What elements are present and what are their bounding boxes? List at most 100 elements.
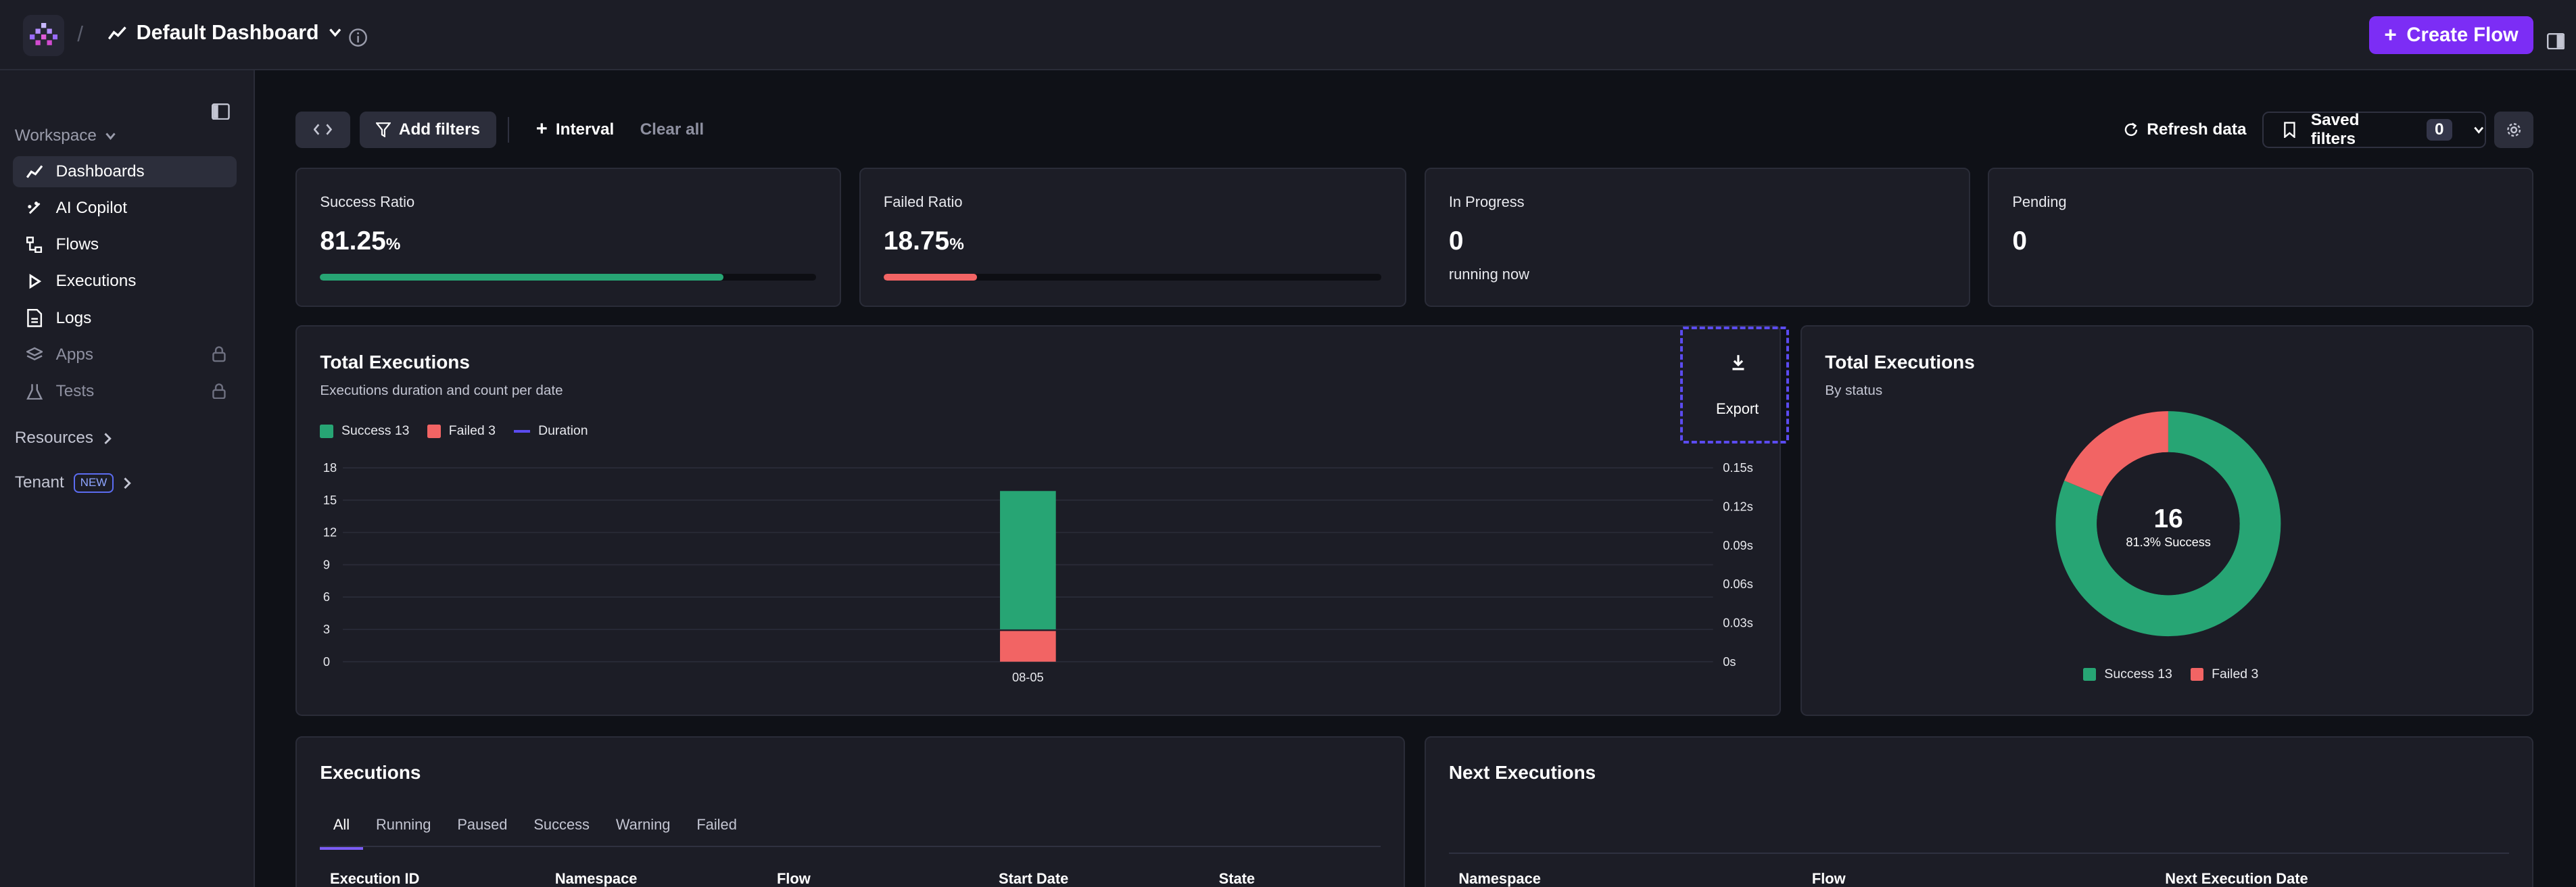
sidebar-item-logs[interactable]: Logs [13,303,236,334]
sidebar-item-tenant[interactable]: Tenant NEW [15,473,131,493]
chart-line-icon [108,26,127,40]
sidebar-item-label: AI Copilot [55,199,127,218]
sidebar-item-tests[interactable]: Tests [13,376,236,407]
card-subtitle: Executions duration and count per date [320,382,563,398]
column-header-start-date[interactable]: Start Date [999,870,1069,887]
plus-icon: + [2384,22,2397,47]
sidebar-item-ai-copilot[interactable]: AI Copilot [13,193,236,224]
legend-success[interactable]: Success 13 [320,423,409,439]
app-logo[interactable] [23,14,64,56]
dashboard-selector[interactable]: Default Dashboard [108,22,341,45]
legend-label: Success 13 [2104,667,2172,682]
card-subtitle: By status [1825,382,1883,398]
y2-tick-label: 0.12s [1723,500,1754,514]
saved-filters-button[interactable]: Saved filters 0 [2262,111,2486,148]
table-divider [1448,852,2510,855]
column-header-namespace[interactable]: Namespace [554,870,638,887]
side-panel-toggle-icon[interactable] [2546,26,2565,56]
legend-failed[interactable]: Failed 3 [2190,667,2258,682]
sidebar-item-label: Logs [55,308,92,327]
sparkles-icon [28,201,41,214]
y-tick-label: 0 [323,655,330,669]
card-title: Next Executions [1448,762,1596,784]
refresh-icon [2124,122,2138,137]
failed-ratio-progress-fill [883,274,977,281]
chevron-down-icon [2474,126,2484,134]
clear-all-button[interactable]: Clear all [640,120,705,139]
donut-slice-success [2055,411,2281,637]
layers-icon [26,347,43,360]
tab-running[interactable]: Running [376,816,431,834]
info-icon[interactable] [348,24,368,54]
legend-failed[interactable]: Failed 3 [427,423,496,439]
stat-card-in-progress: In Progress 0 running now [1424,167,1970,308]
stat-label: Failed Ratio [883,193,963,211]
legend-success[interactable]: Success 13 [2082,667,2172,682]
stat-label: In Progress [1448,193,1525,211]
file-text-icon [27,309,42,327]
column-header-state[interactable]: State [1218,870,1256,887]
sidebar-item-label: Tests [55,381,95,400]
y-tick-label: 15 [323,494,337,507]
create-flow-button[interactable]: + Create Flow [2369,16,2534,55]
legend-swatch [2190,667,2203,681]
play-icon [29,274,42,289]
chevron-down-icon [329,28,341,37]
legend-swatch [427,425,441,438]
tab-warning[interactable]: Warning [615,816,671,834]
dashboard-title: Default Dashboard [136,21,319,44]
chart-line-icon [26,165,43,178]
executions-by-status-card: Total Executions By status 16 81.3% Succ… [1800,325,2534,717]
gear-icon [2506,122,2521,137]
sidebar-item-resources[interactable]: Resources [15,429,112,448]
total-executions-chart-card: Total Executions Executions duration and… [295,325,1789,717]
code-icon [314,124,332,136]
stat-card-pending: Pending 0 [1988,167,2534,308]
new-badge: NEW [74,473,114,493]
donut-center-label: 81.3% Success [2126,535,2211,549]
lock-icon [212,346,226,362]
sidebar-nav: Dashboards AI Copilot Flows Executions L… [13,155,237,412]
interval-button[interactable]: + Interval [526,112,625,147]
filter-icon [375,122,391,137]
column-header-next-execution-date[interactable]: Next Execution Date [2165,870,2308,887]
export-button[interactable]: Export [1680,327,1789,444]
column-header-flow[interactable]: Flow [776,870,811,887]
legend-swatch [320,425,333,438]
workspace-section-toggle[interactable]: Workspace [15,126,116,145]
legend-duration[interactable]: Duration [513,423,588,439]
refresh-data-button[interactable]: Refresh data [2123,112,2248,147]
tab-all[interactable]: All [320,816,363,850]
column-header-namespace[interactable]: Namespace [1458,870,1541,887]
donut-hole [2097,452,2240,596]
tab-failed[interactable]: Failed [696,816,737,834]
tenant-label: Tenant [14,473,64,492]
card-title: Total Executions [320,351,470,373]
download-icon [1732,354,1744,370]
stat-sub: running now [1448,266,1529,283]
tab-paused[interactable]: Paused [457,816,508,834]
sidebar-item-label: Dashboards [55,162,145,181]
legend-label: Duration [538,423,588,439]
add-filters-button[interactable]: Add filters [360,112,496,148]
main-content: Add filters + Interval Clear all Refresh… [256,72,2576,887]
dashboard-settings-button[interactable] [2494,112,2534,148]
sidebar-item-dashboards[interactable]: Dashboards [13,155,237,187]
executions-tabs: All Running Paused Success Warning Faile… [320,816,750,850]
y-tick-label: 9 [323,558,330,572]
sidebar-item-apps[interactable]: Apps [13,339,236,370]
column-header-execution-id[interactable]: Execution ID [329,870,420,887]
tab-success[interactable]: Success [533,816,590,834]
sidebar-item-flows[interactable]: Flows [13,229,236,260]
stat-value: 0 [1448,226,1464,256]
legend-label: Failed 3 [448,423,496,439]
code-view-button[interactable] [295,112,350,148]
total-executions-bar-chart: 0 3 6 9 12 15 18 0s 0.03s 0.06s 0.09s 0.12s 0.15s 08-… [323,461,1754,684]
export-label: Export [1716,400,1759,417]
column-header-flow[interactable]: Flow [1811,870,1846,887]
sidebar-collapse-icon[interactable] [212,97,231,126]
sidebar-item-executions[interactable]: Executions [13,266,236,297]
card-title: Executions [320,762,421,784]
refresh-data-label: Refresh data [2147,120,2247,139]
breadcrumb-separator: / [77,21,83,46]
